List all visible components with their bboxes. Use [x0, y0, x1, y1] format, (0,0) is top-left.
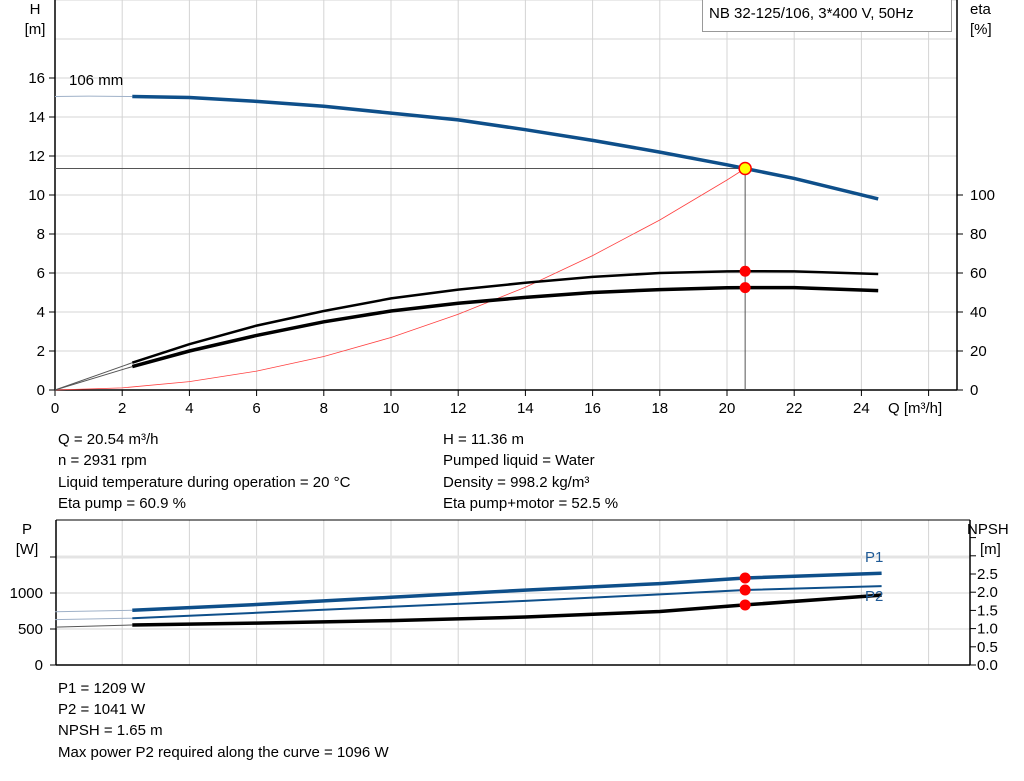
p-tick-label: 1000 — [10, 585, 43, 602]
info-max-p2: Max power P2 required along the curve = … — [58, 744, 389, 761]
y2-axis-label: eta — [970, 1, 992, 18]
npsh-tick-label: 1.5 — [977, 602, 998, 619]
y2-tick-label: 80 — [970, 226, 987, 243]
p2-point — [739, 584, 751, 596]
x-tick-label: 16 — [584, 400, 601, 417]
npsh-curve — [132, 593, 882, 627]
y2-tick-label: 40 — [970, 304, 987, 321]
x-tick-label: 24 — [853, 400, 870, 417]
npsh-axis-label: NPSH — [967, 521, 1009, 538]
p-tick-label: 500 — [18, 621, 43, 638]
eta-pump-curve — [131, 269, 879, 364]
y-axis-unit: [m] — [25, 21, 46, 38]
x-tick-label: 12 — [450, 400, 467, 417]
y-tick-label: 0 — [37, 382, 45, 399]
x-tick-label: 20 — [719, 400, 736, 417]
y-tick-label: 16 — [28, 70, 45, 87]
npsh-axis-unit: [m] — [980, 541, 1001, 558]
p-axis-label: P — [22, 521, 32, 538]
npsh-curve-extrapolated — [54, 624, 133, 628]
y-tick-label: 10 — [28, 187, 45, 204]
p1-label: P1 — [865, 549, 883, 566]
y2-tick-label: 60 — [970, 265, 987, 282]
npsh-tick-label: 0.0 — [977, 657, 998, 674]
x-tick-label: 8 — [320, 400, 328, 417]
y2-tick-label: 0 — [970, 382, 978, 399]
p-tick-label: 0 — [35, 657, 43, 674]
y-tick-label: 2 — [37, 343, 45, 360]
info-liquid: Pumped liquid = Water — [443, 452, 595, 469]
npsh-point — [739, 599, 751, 611]
npsh-tick-label: 0.5 — [977, 639, 998, 656]
npsh-tick-label: 1.0 — [977, 621, 998, 638]
info-p1: P1 = 1209 W — [58, 680, 146, 697]
x-axis-label: Q [m³/h] — [888, 400, 942, 417]
info-npsh: NPSH = 1.65 m — [58, 722, 163, 739]
x-tick-label: 4 — [185, 400, 193, 417]
y2-axis-unit: [%] — [970, 21, 992, 38]
system-curve — [54, 168, 746, 391]
x-tick-label: 6 — [252, 400, 260, 417]
h-curve — [132, 94, 879, 201]
x-tick-label: 14 — [517, 400, 534, 417]
eta-pump-point — [739, 265, 751, 277]
p-axis-unit: [W] — [16, 541, 39, 558]
y2-tick-label: 20 — [970, 343, 987, 360]
p2-curve-extrapolated — [54, 617, 133, 621]
eta-pump-curve-extrapolated — [54, 362, 133, 391]
p2-label: P2 — [865, 588, 883, 605]
y-tick-label: 8 — [37, 226, 45, 243]
p1-curve-extrapolated — [54, 609, 133, 613]
y-tick-label: 12 — [28, 148, 45, 165]
info-q: Q = 20.54 m³/h — [58, 431, 159, 448]
x-tick-label: 18 — [651, 400, 668, 417]
y-axis-label: H — [30, 1, 41, 18]
info-temperature: Liquid temperature during operation = 20… — [58, 474, 351, 491]
chart-title: NB 32-125/106, 3*400 V, 50Hz — [702, 0, 952, 32]
p1-point — [739, 572, 751, 584]
info-eta-total: Eta pump+motor = 52.5 % — [443, 495, 619, 512]
x-tick-label: 0 — [51, 400, 59, 417]
info-p2: P2 = 1041 W — [58, 701, 146, 718]
y-tick-label: 6 — [37, 265, 45, 282]
info-density: Density = 998.2 kg/m³ — [443, 474, 590, 491]
eta-total-curve-extrapolated — [54, 366, 133, 391]
info-speed: n = 2931 rpm — [58, 452, 147, 469]
y2-tick-label: 100 — [970, 187, 995, 204]
x-tick-label: 10 — [383, 400, 400, 417]
x-tick-label: 2 — [118, 400, 126, 417]
npsh-tick-label: 2.5 — [977, 566, 998, 583]
info-h: H = 11.36 m — [443, 431, 525, 448]
info-eta-pump: Eta pump = 60.9 % — [58, 495, 186, 512]
npsh-tick-label: 2.0 — [977, 584, 998, 601]
x-tick-label: 22 — [786, 400, 803, 417]
eta-total-curve — [131, 285, 879, 369]
eta-total-point — [739, 282, 751, 294]
y-tick-label: 14 — [28, 109, 45, 126]
duty-point — [738, 161, 752, 176]
y-tick-label: 4 — [37, 304, 45, 321]
curve-label: 106 mm — [69, 72, 123, 89]
